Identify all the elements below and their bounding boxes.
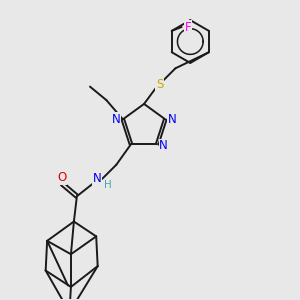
Text: F: F xyxy=(185,20,191,34)
Text: N: N xyxy=(93,172,101,185)
Text: N: N xyxy=(159,139,168,152)
Text: N: N xyxy=(112,113,121,126)
Text: S: S xyxy=(156,78,164,91)
Text: O: O xyxy=(58,171,67,184)
Text: N: N xyxy=(167,113,176,126)
Text: H: H xyxy=(104,181,112,190)
